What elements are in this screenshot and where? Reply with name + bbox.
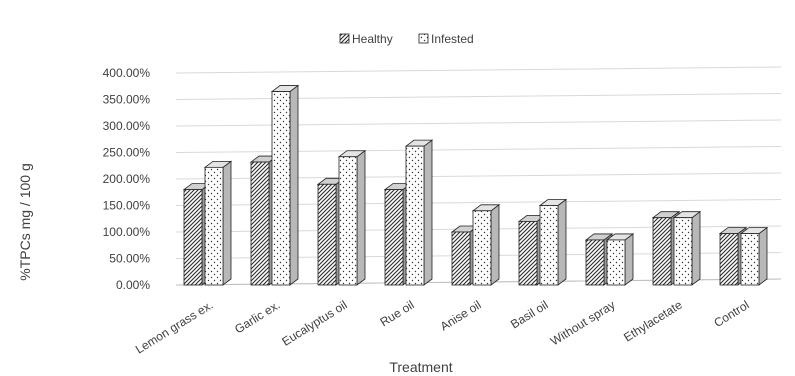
bars <box>182 84 769 286</box>
x-tick-label: Lemon grass ex. <box>133 298 216 357</box>
y-tick-label: 150.00% <box>103 199 151 213</box>
bar-side-face <box>423 139 433 286</box>
bar-side-face <box>624 233 634 286</box>
bar-infested <box>471 204 501 286</box>
gridline <box>175 146 782 153</box>
bar-front-face <box>539 205 559 286</box>
x-tick-label: Basil oil <box>508 298 550 332</box>
legend: Healthy Infested <box>339 32 474 46</box>
category-labels: Lemon grass ex. Garlic ex.Eucalyptus oil R… <box>133 298 752 357</box>
y-tick-label: 200.00% <box>103 172 151 186</box>
y-tick-label: 50.00% <box>109 252 150 266</box>
bar-infested <box>605 233 635 286</box>
x-tick-label: Without spray <box>548 298 618 349</box>
x-axis-title: Treatment <box>389 359 452 375</box>
bar-side-face <box>691 210 701 286</box>
gridline <box>175 93 782 100</box>
bar-infested <box>270 84 300 286</box>
y-tick-label: 300.00% <box>103 119 151 133</box>
bar-infested <box>538 198 568 286</box>
bar-front-face <box>652 217 672 286</box>
bar-front-face <box>271 91 291 286</box>
bar-side-face <box>758 226 768 286</box>
bar-side-face <box>356 149 366 286</box>
x-tick-label: Anise oil <box>438 298 484 334</box>
bar-front-face <box>740 233 760 286</box>
y-axis-title: %TPCs mg / 100 g <box>17 163 33 281</box>
legend-label-infested: Infested <box>431 32 474 46</box>
y-tick-label: 350.00% <box>103 93 151 107</box>
bar-infested <box>404 139 434 286</box>
legend-swatch-healthy <box>339 33 350 44</box>
bar-side-face <box>490 204 500 286</box>
bar-front-face <box>338 156 358 286</box>
bar-front-face <box>472 210 492 286</box>
gridline <box>175 66 782 74</box>
bar-healthy <box>651 210 681 286</box>
bar-front-face <box>183 189 203 286</box>
bar-front-face <box>250 161 270 286</box>
bar-front-face <box>719 233 739 286</box>
bar-front-face <box>317 183 337 286</box>
bar-infested <box>672 210 702 286</box>
bar-infested <box>203 160 233 286</box>
y-tick-label: 0.00% <box>116 278 150 292</box>
y-tick-label: 100.00% <box>103 225 151 239</box>
gridline <box>175 119 782 127</box>
bar-infested <box>739 226 769 286</box>
bar-front-face <box>451 231 471 286</box>
bar-front-face <box>518 220 538 286</box>
bar-front-face <box>405 145 425 286</box>
x-tick-label: Garlic ex. <box>232 298 282 337</box>
bar-front-face <box>585 239 605 286</box>
legend-swatch-infested <box>418 33 429 44</box>
bar-side-face <box>289 84 299 286</box>
x-tick-label: Ethylacetate <box>621 298 685 345</box>
bar-side-face <box>557 198 567 286</box>
bar-front-face <box>204 166 224 286</box>
bar-front-face <box>606 239 626 286</box>
x-tick-label: Eucalyptus oil <box>279 298 349 349</box>
bar-infested <box>337 149 367 286</box>
x-tick-label: Rue oil <box>377 298 416 330</box>
bar-front-face <box>384 189 404 286</box>
y-tick-label: 400.00% <box>103 66 151 80</box>
y-tick-label: 250.00% <box>103 146 151 160</box>
bar-side-face <box>222 160 232 286</box>
legend-label-healthy: Healthy <box>352 32 393 46</box>
bar-front-face <box>673 217 693 286</box>
y-axis-ticks: 0.00% 50.00% 100.00% 150.00% 200.00% 250.00% 3… <box>103 66 151 292</box>
x-tick-label: Control <box>711 298 751 330</box>
